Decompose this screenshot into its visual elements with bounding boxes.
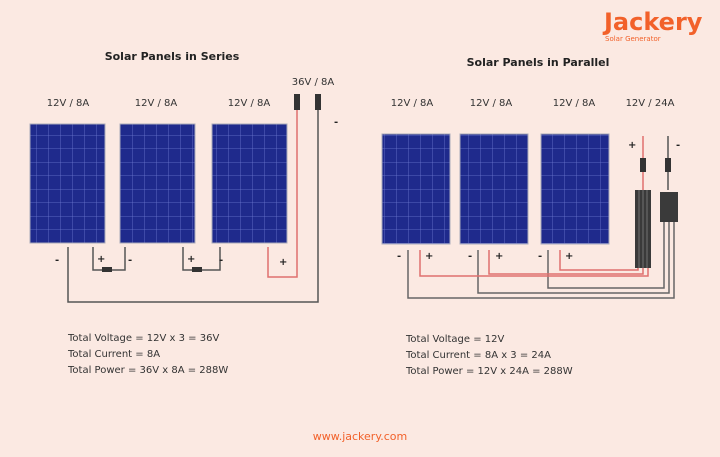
series-output-label: 36V / 8A: [292, 77, 335, 88]
series-info: Total Current = 8A: [67, 349, 160, 360]
solar-panel: [381, 133, 451, 245]
minus-sign: -: [334, 117, 338, 128]
series-panel-label: 12V / 8A: [47, 98, 90, 109]
minus-sign: -: [219, 255, 223, 266]
parallel-info: Total Current = 8A x 3 = 24A: [405, 350, 551, 361]
solar-panel: [459, 133, 529, 245]
plus-sign: +: [565, 251, 573, 262]
brand-tagline: Solar Generator: [605, 35, 661, 43]
plus-sign: +: [279, 257, 287, 268]
series-wiring: [67, 94, 321, 303]
minus-sign: -: [128, 255, 132, 266]
minus-sign: -: [676, 140, 680, 151]
parallel-output-label: 12V / 24A: [626, 98, 675, 109]
parallel-info: Total Voltage = 12V: [405, 334, 505, 345]
parallel-panel-label: 12V / 8A: [470, 98, 513, 109]
minus-sign: -: [468, 251, 472, 262]
brand-logo: Jackery: [602, 8, 703, 36]
minus-sign: -: [55, 255, 59, 266]
website-link[interactable]: www.jackery.com: [313, 430, 408, 443]
parallel-panel-label: 12V / 8A: [553, 98, 596, 109]
plus-sign: +: [187, 254, 195, 265]
plus-sign: +: [425, 251, 433, 262]
solar-panel: [29, 123, 106, 244]
series-info: Total Voltage = 12V x 3 = 36V: [67, 333, 219, 344]
plus-sign: +: [628, 140, 636, 151]
series-info: Total Power = 36V x 8A = 288W: [67, 365, 228, 376]
solar-panel: [211, 123, 288, 244]
series-panel-label: 12V / 8A: [228, 98, 271, 109]
minus-sign: -: [397, 251, 401, 262]
parallel-wiring: [407, 136, 678, 299]
series-title: Solar Panels in Series: [105, 50, 240, 63]
minus-sign: -: [538, 251, 542, 262]
plus-sign: +: [495, 251, 503, 262]
solar-panel: [540, 133, 610, 245]
solar-panel: [119, 123, 196, 244]
parallel-title: Solar Panels in Parallel: [467, 56, 610, 69]
parallel-panel-label: 12V / 8A: [391, 98, 434, 109]
parallel-info: Total Power = 12V x 24A = 288W: [405, 366, 573, 377]
plus-sign: +: [97, 254, 105, 265]
series-panel-label: 12V / 8A: [135, 98, 178, 109]
